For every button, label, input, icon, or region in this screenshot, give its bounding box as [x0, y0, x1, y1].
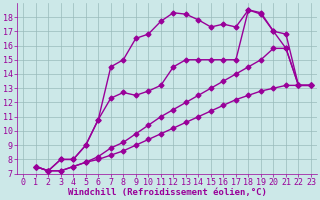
X-axis label: Windchill (Refroidissement éolien,°C): Windchill (Refroidissement éolien,°C): [68, 188, 267, 197]
